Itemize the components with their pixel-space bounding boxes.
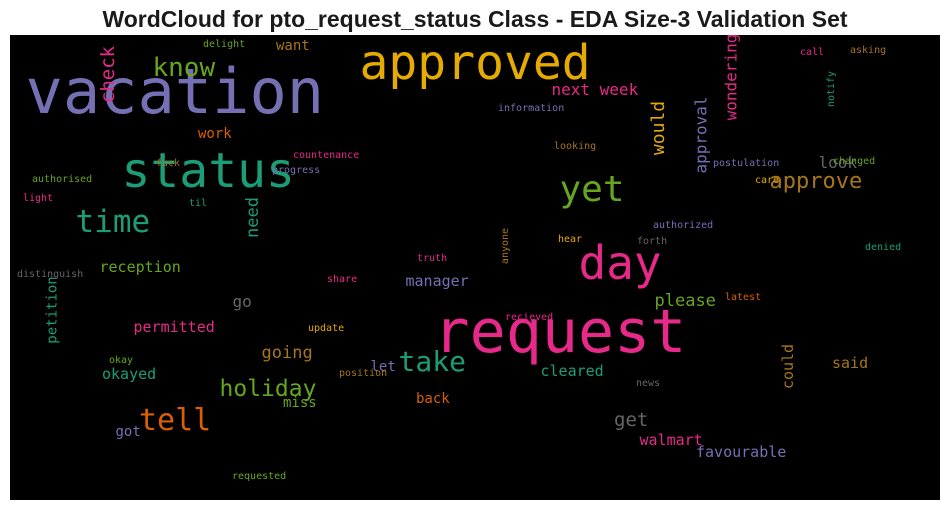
word-update: update — [308, 323, 345, 334]
word-look: look — [818, 153, 858, 172]
word-going: going — [261, 342, 313, 363]
word-walmart: walmart — [639, 430, 703, 449]
word-request: request — [433, 297, 687, 367]
word-holiday: holiday — [219, 375, 317, 402]
word-need: need — [242, 196, 263, 238]
word-wondering: wondering — [720, 35, 740, 121]
word-authorised: authorised — [32, 174, 93, 185]
word-said: said — [832, 353, 869, 372]
word-work: work — [198, 126, 232, 142]
word-latest: latest — [725, 292, 762, 303]
word-could: could — [778, 343, 797, 389]
word-check: check — [96, 45, 119, 103]
word-hear: hear — [558, 234, 583, 245]
word-vacation: vacation — [25, 55, 325, 128]
word-denied: denied — [865, 242, 902, 253]
word-delight: delight — [203, 39, 246, 50]
word-forth: forth — [637, 236, 668, 247]
word-anyone: anyone — [500, 227, 512, 265]
word-care: care — [755, 175, 780, 186]
word-share: share — [327, 274, 358, 285]
word-okayed: okayed — [102, 364, 157, 383]
word-time: time — [75, 203, 151, 240]
word-want: want — [276, 38, 310, 54]
word-cleared: cleared — [540, 361, 604, 380]
word-truth: truth — [417, 253, 448, 264]
word-favourable: favourable — [696, 442, 787, 461]
word-day: day — [578, 236, 662, 290]
word-news: news — [636, 378, 661, 389]
word-next-week: next week — [551, 80, 639, 99]
word-tell: tell — [139, 403, 212, 438]
word-approval: approval — [691, 96, 711, 174]
chart-title: WordCloud for pto_request_status Class -… — [102, 6, 848, 32]
wordcloud-canvas: vacation request approved status day yet time t… — [10, 35, 940, 500]
word-countenance: countenance — [293, 150, 360, 161]
word-okay: okay — [109, 355, 134, 366]
word-take: take — [398, 345, 466, 378]
word-postulation: postulation — [713, 158, 780, 169]
word-miss: miss — [283, 395, 317, 411]
word-authorized: authorized — [653, 220, 714, 231]
word-recieved: recieved — [505, 312, 554, 323]
word-information: information — [498, 103, 565, 114]
word-notify: notify — [826, 70, 838, 108]
word-reception: reception — [99, 257, 181, 276]
word-looking: looking — [554, 141, 597, 152]
word-distinguish: distinguish — [17, 269, 84, 280]
word-status: status — [121, 143, 295, 199]
word-let: let — [370, 359, 396, 375]
word-manager: manager — [405, 271, 469, 290]
word-get: get — [614, 408, 649, 431]
word-call: call — [800, 47, 825, 58]
word-fuck: fuck — [156, 158, 181, 169]
word-petition: petition — [44, 276, 61, 344]
word-know: know — [152, 53, 216, 83]
word-approve: approve — [769, 169, 863, 194]
word-asking: asking — [850, 45, 887, 56]
word-back: back — [416, 391, 450, 407]
word-please: please — [654, 290, 716, 311]
word-go: go — [232, 292, 252, 311]
word-requested: requested — [232, 471, 287, 482]
word-changed: changed — [833, 156, 876, 167]
word-yet: yet — [559, 169, 625, 210]
word-light: light — [23, 193, 54, 204]
word-approved: approved — [359, 35, 591, 91]
word-position: position — [339, 368, 388, 379]
word-progress: progress — [272, 165, 321, 176]
word-would: would — [648, 100, 670, 156]
word-permitted: permitted — [133, 317, 215, 336]
word-til: til — [189, 198, 208, 209]
word-got: got — [115, 424, 141, 440]
